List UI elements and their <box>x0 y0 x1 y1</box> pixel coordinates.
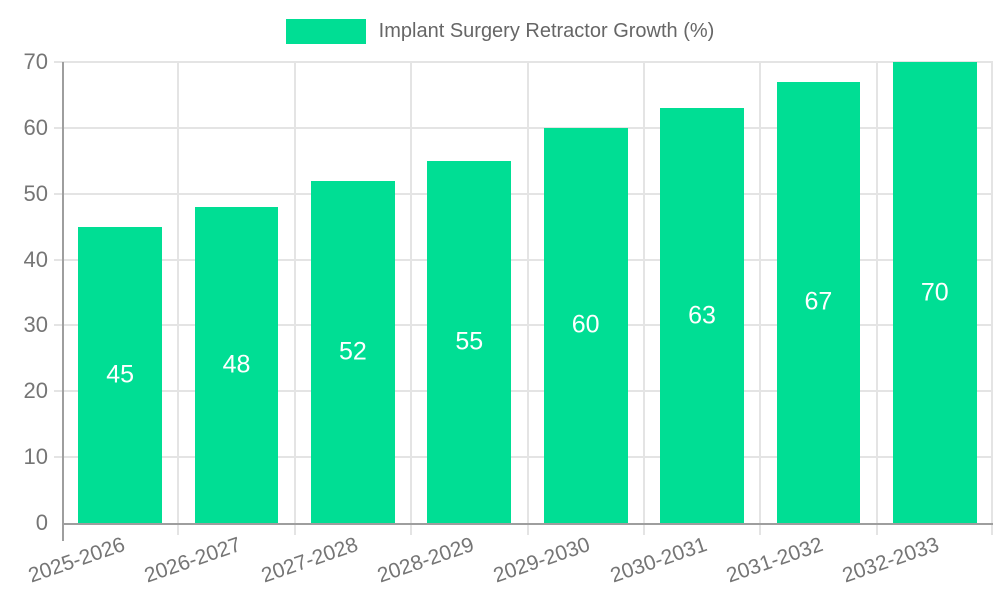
grid-line-vertical <box>991 62 993 523</box>
chart-legend[interactable]: Implant Surgery Retractor Growth (%) <box>0 19 1000 44</box>
x-axis-tick-mark <box>177 525 180 535</box>
y-axis: 0 10 20 30 40 50 60 70 <box>0 49 48 535</box>
y-axis-line <box>62 62 64 541</box>
grid-line-vertical <box>410 62 413 523</box>
bar-value-label: 63 <box>688 301 716 330</box>
x-axis-tick-label: 2025-2026 <box>25 533 128 588</box>
grid-line-vertical <box>526 62 529 523</box>
bar-2032-2033[interactable]: 70 <box>892 62 977 523</box>
x-axis-tick-mark <box>526 525 529 535</box>
bar-2025-2026[interactable]: 45 <box>78 226 163 523</box>
grid-line-horizontal <box>54 192 993 195</box>
y-axis-tick-label: 40 <box>23 246 48 272</box>
bar-2030-2031[interactable]: 63 <box>660 108 744 523</box>
grid-line-vertical <box>875 62 878 523</box>
bar-value-label: 70 <box>920 278 949 306</box>
grid-line-vertical <box>759 62 762 523</box>
x-axis-tick-label: 2031-2032 <box>723 533 826 588</box>
x-axis-tick-label: 2030-2031 <box>607 533 710 588</box>
y-axis-tick-label: 30 <box>23 312 48 338</box>
legend-label: Implant Surgery Retractor Growth (%) <box>378 20 715 42</box>
x-axis-tick-label: 2026-2027 <box>141 533 245 588</box>
legend-swatch <box>285 19 366 44</box>
y-axis-tick-label: 50 <box>23 180 48 206</box>
y-axis-tick-label: 60 <box>23 114 48 140</box>
grid-line-horizontal <box>54 324 993 327</box>
bar-value-label: 45 <box>106 360 135 389</box>
grid-line-vertical <box>642 62 645 523</box>
bar-2027-2028[interactable]: 52 <box>311 180 395 523</box>
bar-value-label: 52 <box>339 337 367 366</box>
grid-line-horizontal <box>54 61 993 63</box>
grid-line-horizontal <box>54 258 993 261</box>
x-axis-tick-mark <box>410 525 413 535</box>
x-axis-tick-mark <box>991 525 993 535</box>
x-axis-tick-label: 2027-2028 <box>257 533 361 588</box>
grid-line-horizontal <box>54 456 993 459</box>
bar-2031-2032[interactable]: 67 <box>776 81 861 523</box>
bar-2028-2029[interactable]: 55 <box>427 160 512 523</box>
x-axis-tick-label: 2028-2029 <box>374 533 477 588</box>
grid-line-horizontal <box>54 390 993 393</box>
bar-value-label: 67 <box>804 287 833 316</box>
y-axis-tick-label: 0 <box>35 510 48 535</box>
x-axis-tick-label: 2032-2033 <box>839 533 943 588</box>
plot-area: 45 48 52 55 60 63 67 70 <box>54 61 993 541</box>
y-axis-tick-label: 10 <box>23 444 48 470</box>
x-axis-tick-mark <box>875 525 878 535</box>
x-axis-tick-mark <box>293 525 296 535</box>
y-axis-tick-label: 20 <box>23 378 48 404</box>
x-axis-tick-mark <box>759 525 762 535</box>
x-axis-tick-label: 2029-2030 <box>490 533 594 588</box>
x-axis: 2025-2026 2026-2027 2027-2028 2028-2029 2029… <box>25 533 993 600</box>
bar-2026-2027[interactable]: 48 <box>194 206 279 523</box>
bar-value-label: 60 <box>571 310 600 339</box>
bar-2029-2030[interactable]: 60 <box>543 127 628 523</box>
grid-line-vertical <box>293 62 296 523</box>
x-axis-line <box>62 523 993 525</box>
x-axis-tick-mark <box>642 525 645 535</box>
bar-value-label: 48 <box>222 350 251 379</box>
grid-line-vertical <box>177 62 180 523</box>
grid-line-horizontal <box>54 126 993 129</box>
y-axis-tick-label: 70 <box>23 49 48 74</box>
bar-value-label: 55 <box>455 327 484 356</box>
